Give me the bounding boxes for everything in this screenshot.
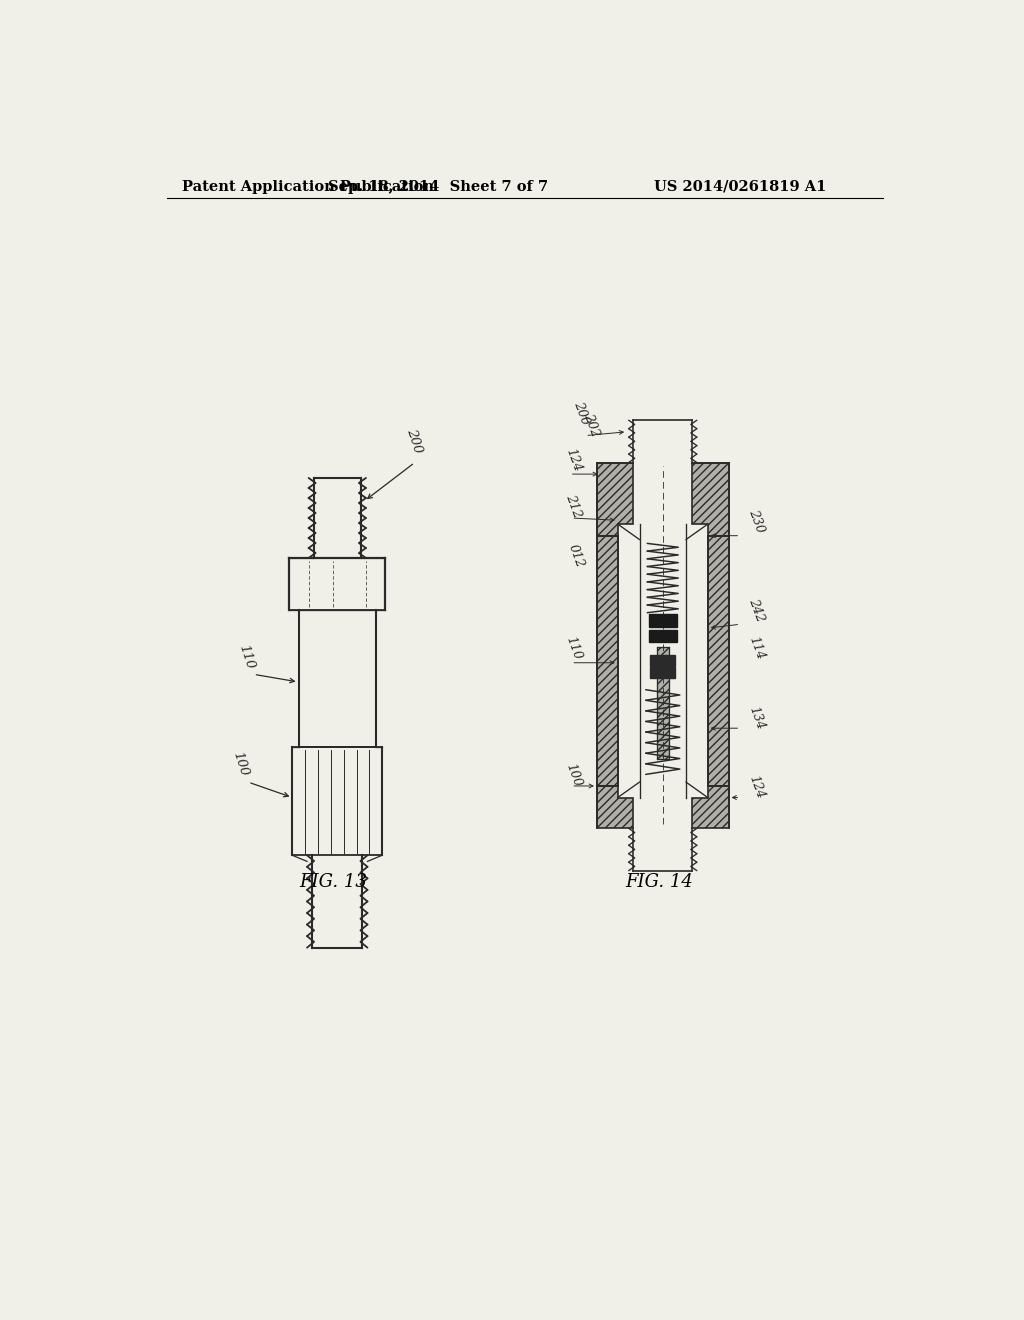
Text: 012: 012 xyxy=(566,543,587,569)
Text: 134: 134 xyxy=(746,704,767,731)
Polygon shape xyxy=(708,536,729,785)
Text: 200: 200 xyxy=(571,400,592,428)
Text: FIG. 14: FIG. 14 xyxy=(625,874,693,891)
Text: US 2014/0261819 A1: US 2014/0261819 A1 xyxy=(654,180,826,194)
Text: Patent Application Publication: Patent Application Publication xyxy=(182,180,434,194)
Text: 100: 100 xyxy=(563,762,584,789)
Polygon shape xyxy=(656,647,669,759)
Text: 202: 202 xyxy=(582,412,602,438)
Bar xyxy=(649,630,677,642)
Text: 114: 114 xyxy=(746,635,767,661)
Bar xyxy=(650,655,675,665)
Text: 124: 124 xyxy=(563,446,584,474)
Text: 230: 230 xyxy=(746,508,767,535)
Text: 200: 200 xyxy=(404,426,425,455)
Polygon shape xyxy=(597,462,633,536)
Text: 242: 242 xyxy=(746,597,767,623)
Polygon shape xyxy=(692,462,729,536)
Polygon shape xyxy=(692,785,729,829)
Text: FIG. 13: FIG. 13 xyxy=(299,874,368,891)
Bar xyxy=(649,614,677,627)
Text: 100: 100 xyxy=(230,750,251,779)
Text: 212: 212 xyxy=(563,492,584,520)
Bar xyxy=(650,668,675,678)
Polygon shape xyxy=(597,536,617,785)
Text: 124: 124 xyxy=(746,774,767,800)
Text: 110: 110 xyxy=(563,635,584,661)
Polygon shape xyxy=(597,785,633,829)
Text: 110: 110 xyxy=(236,643,256,671)
Text: Sep. 18, 2014  Sheet 7 of 7: Sep. 18, 2014 Sheet 7 of 7 xyxy=(328,180,548,194)
